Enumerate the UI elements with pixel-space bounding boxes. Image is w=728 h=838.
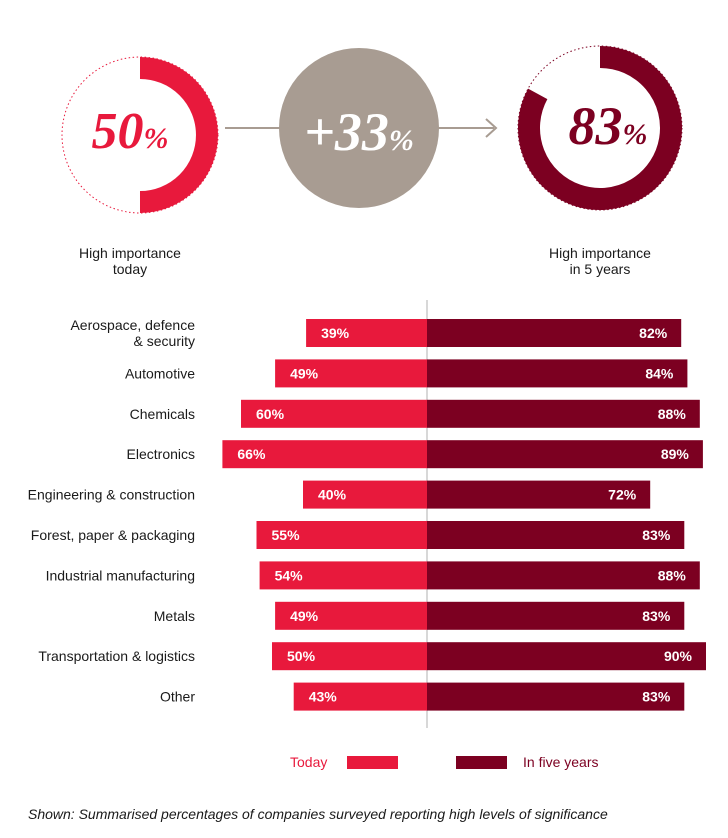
bar-future: [427, 319, 682, 347]
bar-today-label: 49%: [290, 365, 319, 381]
category-label: Chemicals: [130, 406, 195, 422]
bar-future-label: 83%: [642, 608, 671, 624]
bar-today-label: 49%: [290, 608, 319, 624]
bar-future-label: 72%: [608, 487, 637, 503]
summary-future: 83% High importance in 5 years: [517, 45, 683, 277]
bar-future-label: 88%: [658, 567, 687, 583]
bar-future: [427, 399, 700, 428]
bar-today: [256, 521, 427, 549]
bar-today: [293, 682, 427, 711]
bar-today-label: 43%: [309, 689, 338, 705]
summary-arrow: [225, 118, 498, 138]
summary-today: 50% High importance today: [61, 56, 219, 277]
legend-future-label: In five years: [523, 754, 598, 770]
category-label: Transportation & logistics: [38, 648, 195, 664]
legend: Today In five years: [290, 754, 598, 770]
bar-today: [241, 399, 427, 428]
bar-future: [427, 642, 706, 671]
change-circle: [279, 48, 439, 208]
bar-future-label: 89%: [661, 446, 690, 462]
category-label: Industrial manufacturing: [46, 567, 195, 583]
bar-future: [427, 359, 688, 388]
bar-today-label: 66%: [237, 446, 266, 462]
legend-today-swatch: [347, 756, 398, 769]
today-dotted-ring: [61, 56, 219, 214]
bar-future-label: 90%: [664, 648, 693, 664]
summary-change: +33%: [279, 48, 439, 208]
bar-future-label: 83%: [642, 689, 671, 705]
bar-today: [272, 642, 427, 671]
category-label: Metals: [154, 608, 195, 624]
category-label: Engineering & construction: [28, 487, 195, 503]
arrow-head: [485, 118, 498, 138]
bar-today-label: 50%: [287, 648, 316, 664]
bar-future: [427, 682, 685, 711]
bar-future: [427, 561, 700, 590]
bar-future-label: 83%: [642, 527, 671, 543]
today-value: 50%: [92, 103, 169, 160]
bar-today-label: 40%: [318, 487, 347, 503]
future-caption-line1: High importance: [549, 245, 651, 261]
bar-future: [427, 601, 685, 630]
bar-today: [306, 319, 427, 347]
bar-today-label: 60%: [256, 406, 285, 422]
bar-chart: 39% 82% Aerospace, defence & security 49% 84%…: [28, 317, 706, 711]
footnote: Shown: Summarised percentages of compani…: [28, 806, 608, 822]
bar-future-label: 84%: [645, 365, 674, 381]
bar-today-label: 39%: [321, 325, 350, 341]
bar-today-label: 55%: [272, 527, 301, 543]
category-label: Forest, paper & packaging: [31, 527, 195, 543]
bar-future: [427, 440, 703, 469]
future-caption-line2: in 5 years: [570, 261, 631, 277]
today-caption-line1: High importance: [79, 245, 181, 261]
change-value: +33%: [304, 102, 414, 162]
bar-future: [427, 521, 685, 549]
category-label: Other: [160, 689, 195, 705]
category-label: Aerospace, defence & security: [70, 317, 195, 349]
bar-today-label: 54%: [275, 567, 304, 583]
legend-today-label: Today: [290, 754, 327, 770]
today-ring-arc: [139, 57, 218, 213]
bar-today: [259, 561, 427, 590]
today-caption-line2: today: [113, 261, 147, 277]
bar-today: [303, 480, 427, 509]
bar-today: [275, 601, 427, 630]
future-ring-arc: [518, 46, 682, 210]
bar-future-label: 82%: [639, 325, 668, 341]
bar-today: [275, 359, 427, 388]
legend-future-swatch: [456, 756, 507, 769]
future-value: 83%: [569, 96, 648, 156]
category-label: Electronics: [127, 446, 195, 462]
bar-today: [222, 440, 427, 469]
category-label: Automotive: [125, 365, 195, 381]
bar-future: [427, 480, 651, 509]
bar-future-label: 88%: [658, 406, 687, 422]
